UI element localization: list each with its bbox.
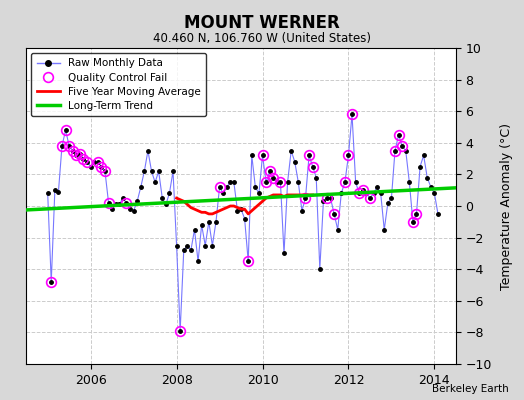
Legend: Raw Monthly Data, Quality Control Fail, Five Year Moving Average, Long-Term Tren: Raw Monthly Data, Quality Control Fail, … <box>31 53 206 116</box>
Text: Berkeley Earth: Berkeley Earth <box>432 384 508 394</box>
Text: MOUNT WERNER: MOUNT WERNER <box>184 14 340 32</box>
Y-axis label: Temperature Anomaly (°C): Temperature Anomaly (°C) <box>500 122 514 290</box>
Text: 40.460 N, 106.760 W (United States): 40.460 N, 106.760 W (United States) <box>153 32 371 45</box>
Title: MOUNT WERNER
40.460 N, 106.760 W (United States): MOUNT WERNER 40.460 N, 106.760 W (United… <box>0 399 1 400</box>
